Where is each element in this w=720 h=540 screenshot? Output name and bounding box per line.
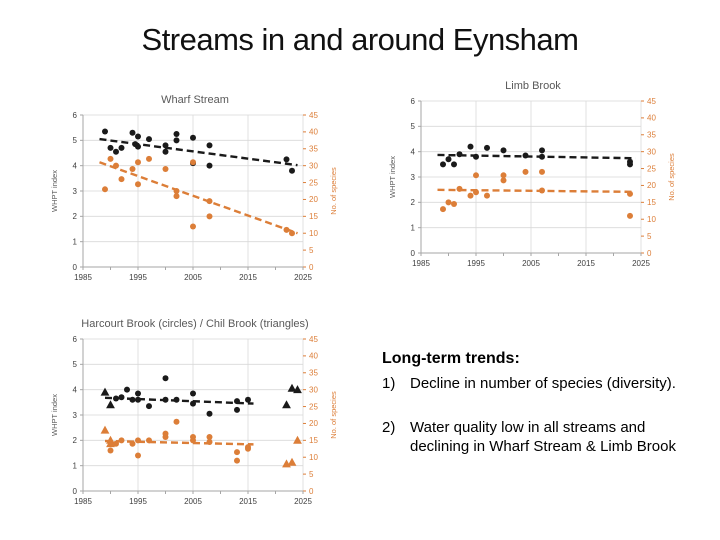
svg-text:2005: 2005 bbox=[522, 259, 540, 268]
svg-text:45: 45 bbox=[309, 111, 318, 120]
svg-text:0: 0 bbox=[411, 249, 416, 258]
svg-text:10: 10 bbox=[647, 215, 656, 224]
svg-text:WHPT index: WHPT index bbox=[50, 170, 59, 212]
svg-text:2: 2 bbox=[411, 198, 416, 207]
svg-text:0: 0 bbox=[309, 263, 314, 272]
svg-text:20: 20 bbox=[309, 195, 318, 204]
svg-text:No. of species: No. of species bbox=[329, 391, 338, 439]
svg-text:2025: 2025 bbox=[294, 497, 312, 506]
svg-text:2015: 2015 bbox=[239, 497, 257, 506]
trend-item-1-text: Decline in number of species (diversity)… bbox=[410, 375, 676, 392]
svg-text:35: 35 bbox=[309, 145, 318, 154]
svg-text:25: 25 bbox=[309, 402, 318, 411]
svg-text:3: 3 bbox=[73, 411, 78, 420]
svg-text:1: 1 bbox=[73, 237, 78, 246]
chart-title-limb-brook: Limb Brook bbox=[505, 80, 561, 92]
svg-text:1995: 1995 bbox=[129, 273, 147, 282]
svg-text:4: 4 bbox=[73, 385, 78, 394]
svg-text:40: 40 bbox=[647, 114, 656, 123]
svg-text:30: 30 bbox=[309, 161, 318, 170]
svg-text:25: 25 bbox=[647, 164, 656, 173]
svg-text:WHPT index: WHPT index bbox=[50, 394, 59, 436]
svg-text:5: 5 bbox=[309, 246, 314, 255]
svg-text:1: 1 bbox=[73, 461, 78, 470]
trend-item-1-number: 1) bbox=[382, 375, 396, 392]
svg-text:25: 25 bbox=[309, 178, 318, 187]
svg-text:2: 2 bbox=[73, 212, 78, 221]
svg-text:5: 5 bbox=[73, 360, 78, 369]
trend-item-1: 1) Decline in number of species (diversi… bbox=[382, 374, 704, 394]
trend-item-2-text: Water quality low in all streams and dec… bbox=[410, 418, 676, 456]
chart-harcourt-chil: Harcourt Brook (circles) / Chil Brook (t… bbox=[49, 318, 341, 509]
svg-text:1985: 1985 bbox=[74, 497, 92, 506]
svg-text:4: 4 bbox=[411, 147, 416, 156]
svg-text:1995: 1995 bbox=[129, 497, 147, 506]
svg-text:1: 1 bbox=[411, 223, 416, 232]
svg-text:0: 0 bbox=[73, 487, 78, 496]
svg-text:2025: 2025 bbox=[294, 273, 312, 282]
svg-text:No. of species: No. of species bbox=[667, 153, 676, 201]
svg-text:15: 15 bbox=[309, 212, 318, 221]
svg-text:15: 15 bbox=[647, 198, 656, 207]
svg-text:30: 30 bbox=[309, 385, 318, 394]
svg-text:4: 4 bbox=[73, 161, 78, 170]
svg-text:2025: 2025 bbox=[632, 259, 650, 268]
trend-item-2: 2) Water quality low in all streams and … bbox=[382, 418, 704, 457]
svg-text:5: 5 bbox=[309, 470, 314, 479]
svg-text:3: 3 bbox=[411, 173, 416, 182]
trend-item-2-number: 2) bbox=[382, 418, 396, 436]
svg-text:45: 45 bbox=[647, 97, 656, 106]
svg-text:0: 0 bbox=[647, 249, 652, 258]
svg-text:3: 3 bbox=[73, 187, 78, 196]
svg-text:1985: 1985 bbox=[74, 273, 92, 282]
svg-text:No. of species: No. of species bbox=[329, 167, 338, 215]
svg-text:1995: 1995 bbox=[467, 259, 485, 268]
svg-text:20: 20 bbox=[309, 419, 318, 428]
svg-text:45: 45 bbox=[309, 335, 318, 344]
svg-text:40: 40 bbox=[309, 128, 318, 137]
svg-text:40: 40 bbox=[309, 352, 318, 361]
svg-text:1985: 1985 bbox=[412, 259, 430, 268]
svg-text:WHPT index: WHPT index bbox=[388, 156, 397, 198]
trends-panel: Long-term trends: 1) Decline in number o… bbox=[382, 350, 704, 457]
svg-text:6: 6 bbox=[73, 111, 78, 120]
svg-text:2005: 2005 bbox=[184, 273, 202, 282]
chart-title-harcourt-chil: Harcourt Brook (circles) / Chil Brook (t… bbox=[81, 318, 309, 330]
svg-text:20: 20 bbox=[647, 181, 656, 190]
svg-text:0: 0 bbox=[309, 487, 314, 496]
trends-heading: Long-term trends: bbox=[382, 350, 520, 367]
svg-text:0: 0 bbox=[73, 263, 78, 272]
svg-text:5: 5 bbox=[411, 122, 416, 131]
svg-text:6: 6 bbox=[411, 97, 416, 106]
svg-text:2: 2 bbox=[73, 436, 78, 445]
svg-text:5: 5 bbox=[647, 232, 652, 241]
slide-title: Streams in and around Eynsham bbox=[141, 22, 579, 57]
svg-text:35: 35 bbox=[309, 369, 318, 378]
svg-text:15: 15 bbox=[309, 436, 318, 445]
svg-text:10: 10 bbox=[309, 453, 318, 462]
chart-limb-brook: Limb Brook 0 1 2 3 4 5 6 0 5 10 15 20 25 30 35 40 45 1985… bbox=[387, 80, 679, 271]
svg-text:2015: 2015 bbox=[239, 273, 257, 282]
chart-wharf-stream: Wharf Stream 0 1 2 3 4 5 6 0 5 10 15 20 25 30 35 40 45 19… bbox=[49, 94, 341, 285]
svg-text:10: 10 bbox=[309, 229, 318, 238]
svg-text:5: 5 bbox=[73, 136, 78, 145]
svg-text:2005: 2005 bbox=[184, 497, 202, 506]
svg-text:2015: 2015 bbox=[577, 259, 595, 268]
svg-text:6: 6 bbox=[73, 335, 78, 344]
chart-title-wharf-stream: Wharf Stream bbox=[161, 94, 229, 106]
svg-text:30: 30 bbox=[647, 147, 656, 156]
svg-text:35: 35 bbox=[647, 131, 656, 140]
